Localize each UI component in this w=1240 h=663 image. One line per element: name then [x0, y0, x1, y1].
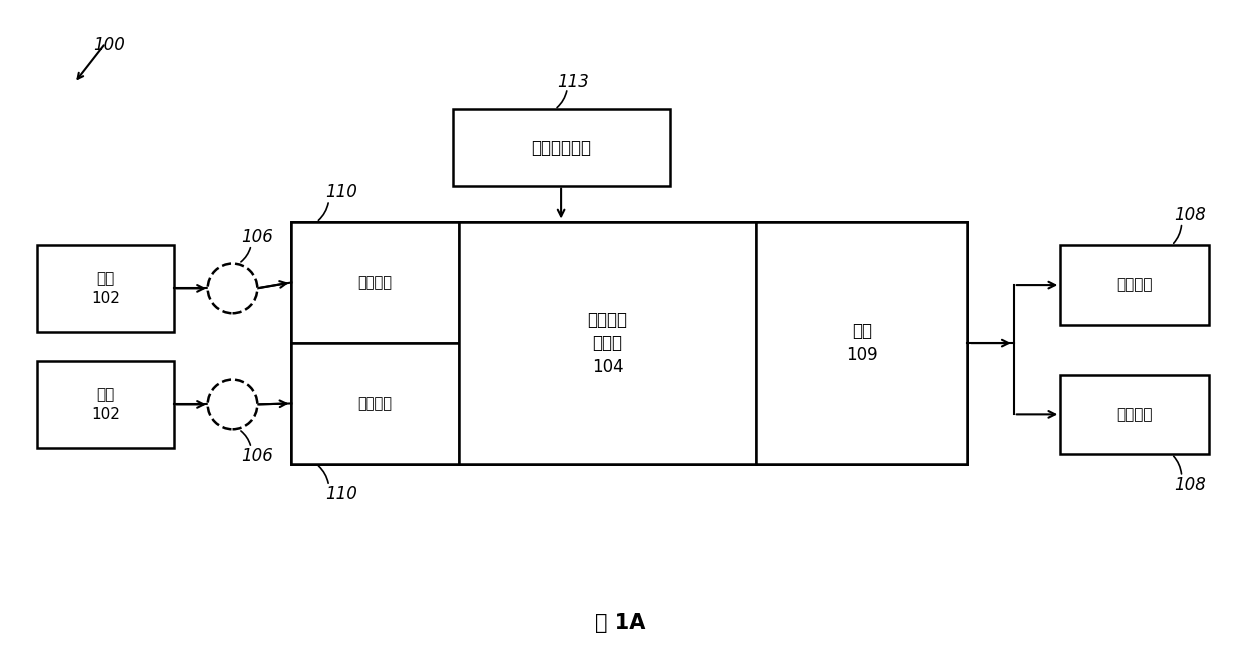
Bar — [453, 109, 670, 186]
Text: 106: 106 — [242, 447, 273, 465]
Text: 共享资源: 共享资源 — [1116, 407, 1153, 422]
Ellipse shape — [207, 379, 258, 430]
Text: 系统
102: 系统 102 — [91, 271, 120, 306]
Bar — [291, 222, 967, 464]
Text: 100: 100 — [93, 36, 125, 54]
Text: 108: 108 — [1174, 475, 1207, 494]
Bar — [291, 222, 459, 343]
Text: 106: 106 — [242, 228, 273, 246]
Ellipse shape — [207, 263, 258, 314]
Text: 系统接口: 系统接口 — [357, 396, 393, 411]
Bar — [37, 245, 174, 332]
Text: 系统
102: 系统 102 — [91, 387, 120, 422]
Text: 共享资源: 共享资源 — [1116, 278, 1153, 292]
Bar — [459, 222, 756, 464]
Bar — [37, 361, 174, 448]
Text: 108: 108 — [1174, 206, 1207, 224]
Text: 接口
109: 接口 109 — [846, 322, 878, 364]
Bar — [1060, 245, 1209, 325]
Text: 系统接口: 系统接口 — [357, 275, 393, 290]
Bar — [291, 343, 459, 464]
Text: 110: 110 — [325, 485, 357, 503]
Text: 110: 110 — [325, 183, 357, 202]
Bar — [1060, 375, 1209, 454]
Bar — [756, 222, 967, 464]
Text: 113: 113 — [558, 72, 589, 91]
Text: 可调整的参数: 可调整的参数 — [531, 139, 591, 156]
Text: 图 1A: 图 1A — [595, 613, 645, 633]
Text: 通用装置
控制器
104: 通用装置 控制器 104 — [588, 310, 627, 376]
